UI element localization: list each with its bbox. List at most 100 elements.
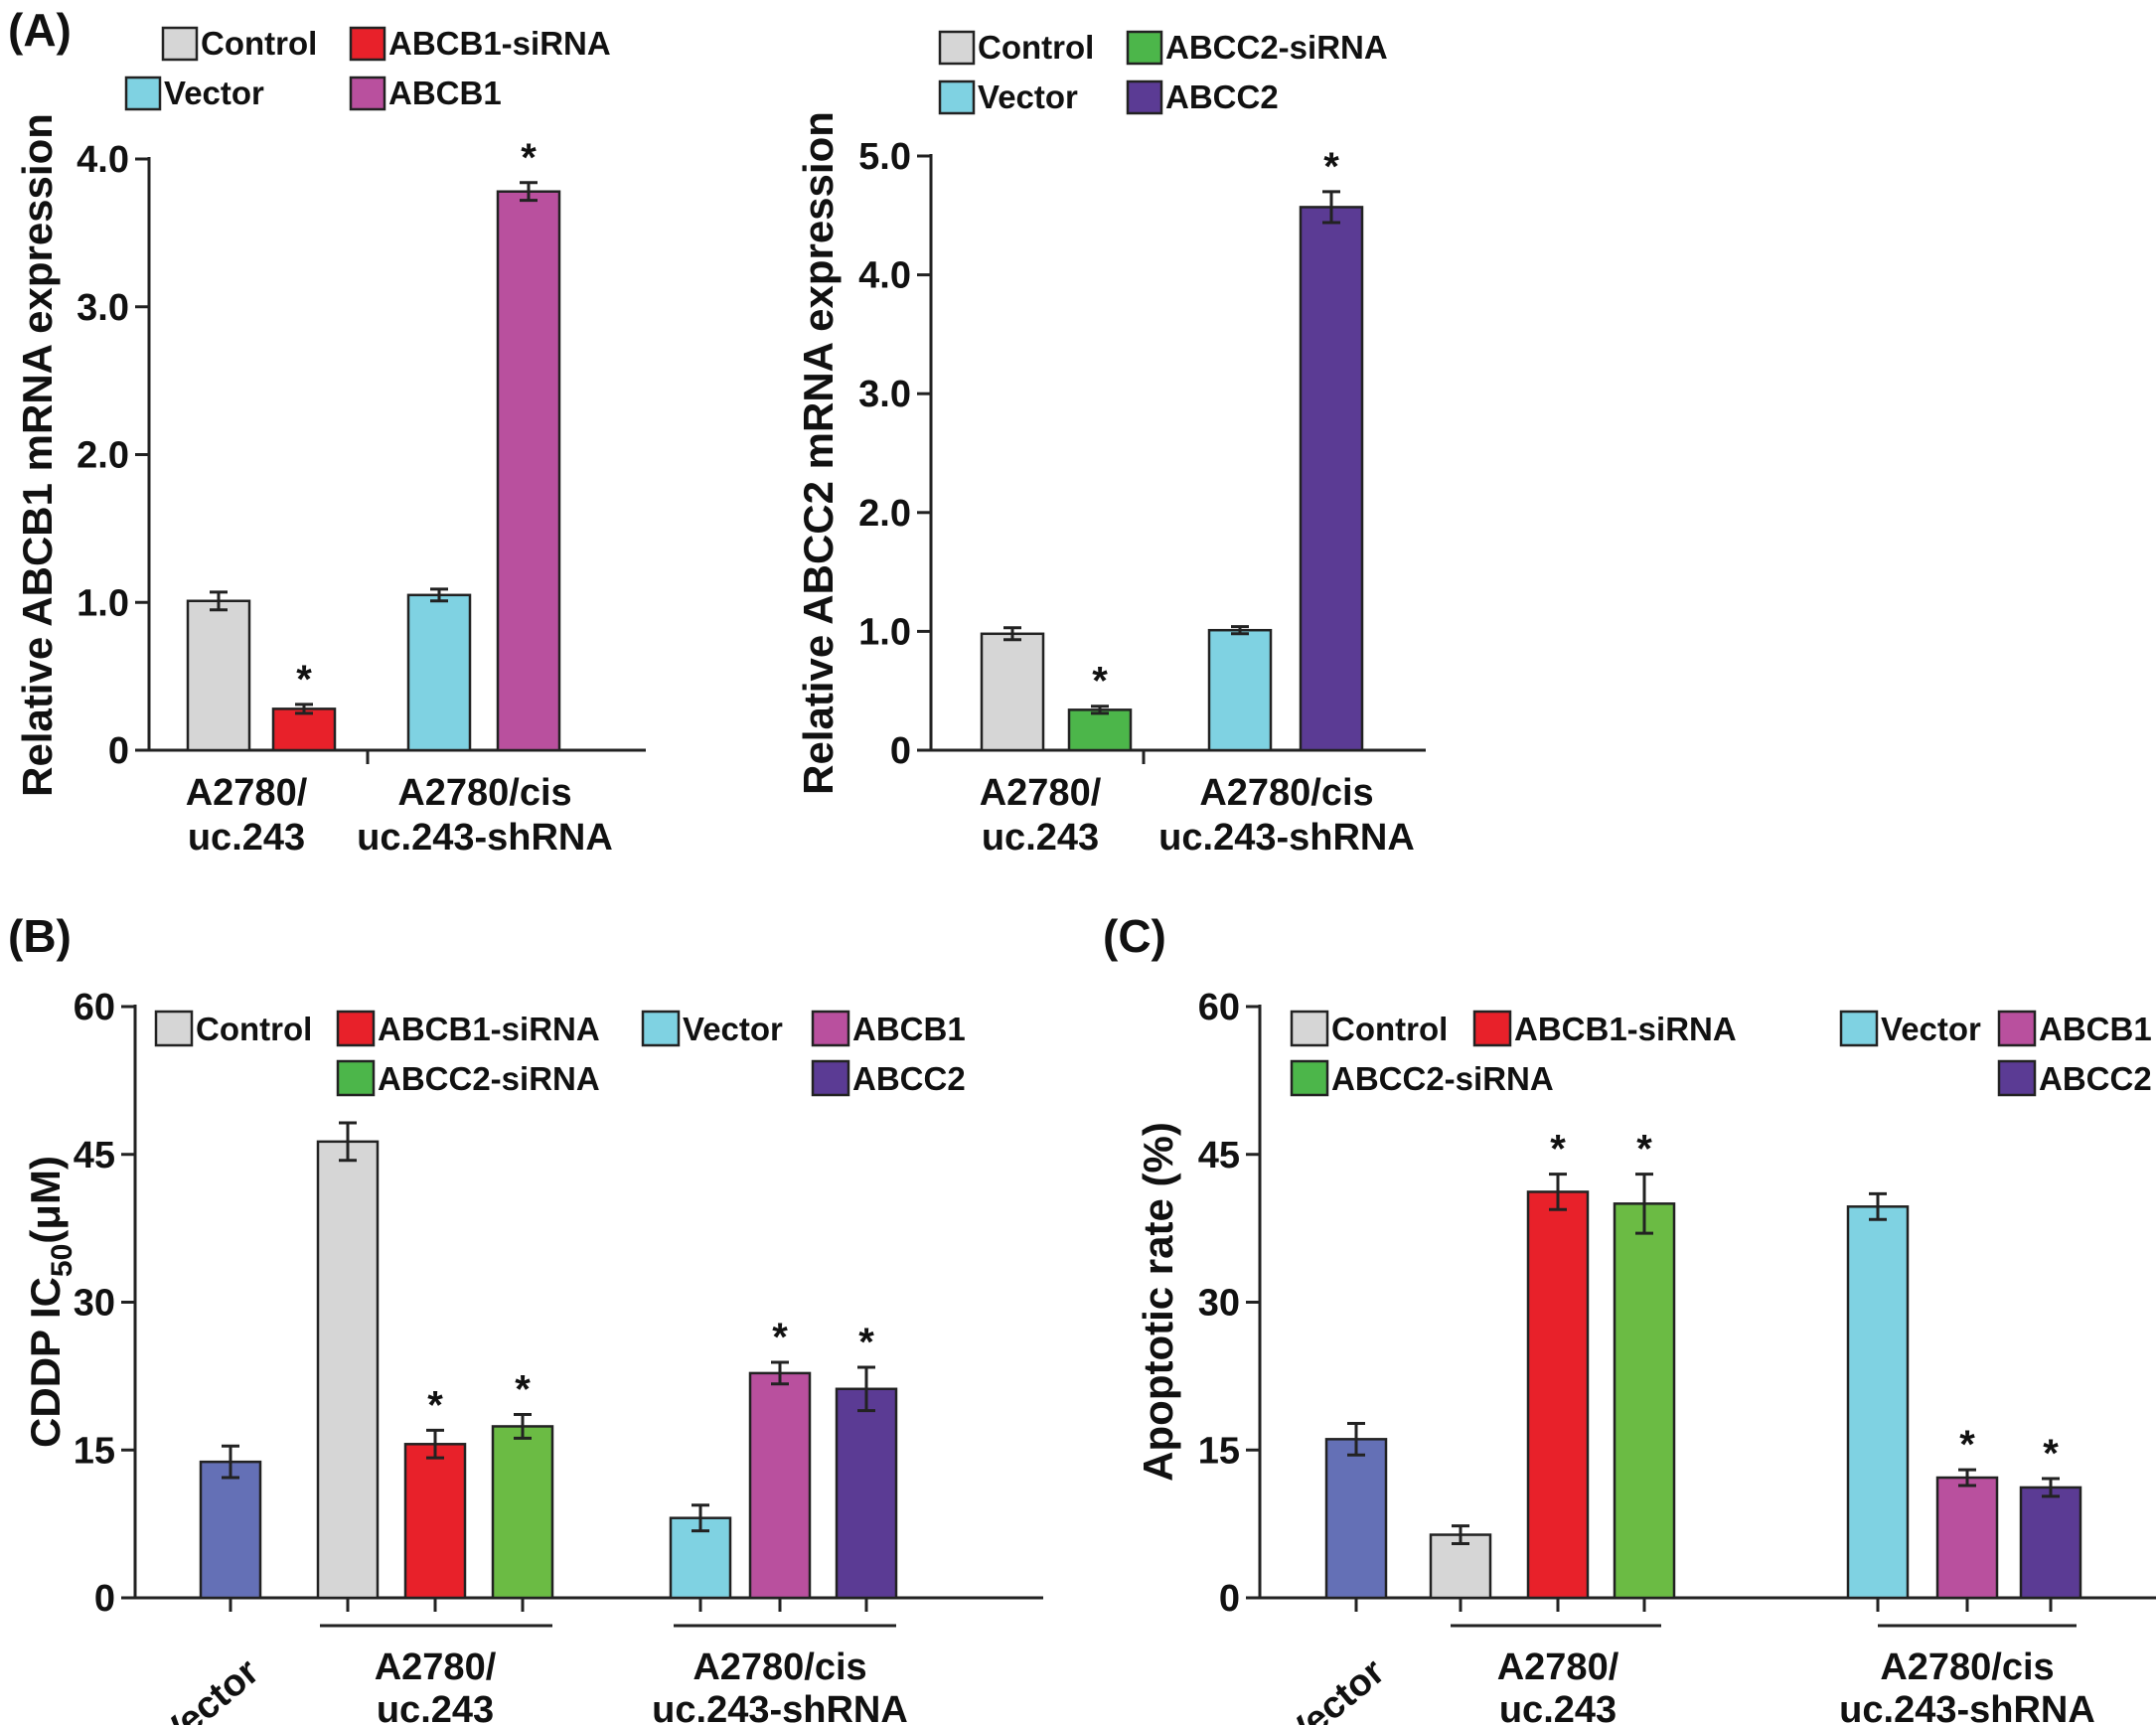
- chart-b-y-tick-label: 45: [74, 1135, 115, 1176]
- chart-a1-y-tick-label: 1.0: [77, 582, 129, 624]
- chart-a1-y-tick-label: 4.0: [77, 139, 129, 181]
- chart-b-group-label: A2780/: [375, 1647, 497, 1688]
- chart-a1-bar-vector: [406, 593, 472, 752]
- chart-a1-legend-swatch-vector: [124, 76, 162, 111]
- chart-c-legend-label: Vector: [1881, 1011, 1981, 1047]
- chart-a2-legend-swatch-vector: [938, 79, 976, 115]
- chart-c-y-tick-label: 60: [1198, 987, 1240, 1028]
- chart-a1-legend-label: ABCB1: [388, 75, 502, 111]
- chart-b-bar-abcc2: [835, 1387, 898, 1600]
- chart-b-y-tick-label: 0: [94, 1578, 115, 1620]
- chart-c-y-axis-title: Apoptotic rate (%): [1135, 1122, 1181, 1482]
- chart-c-legend-swatch-abcb1: [1997, 1010, 2037, 1047]
- chart-b-legend-swatch-abcc2: [811, 1059, 850, 1097]
- chart-a2-y-axis-title: Relative ABCC2 mRNA expression: [795, 111, 842, 795]
- chart-a2-legend-label: Vector: [978, 78, 1078, 115]
- chart-b-legend-swatch-vector: [641, 1010, 681, 1047]
- chart-a1-bar-control: [186, 599, 251, 752]
- chart-c-legend-label: ABCB1: [2039, 1011, 2152, 1047]
- chart-a2-bar-control: [980, 632, 1045, 752]
- chart-b-y-tick-label: 15: [74, 1430, 115, 1472]
- chart-a1-group-label: uc.243-shRNA: [357, 817, 613, 859]
- chart-a2-group-label: uc.243-shRNA: [1158, 817, 1415, 859]
- chart-a1-legend-swatch-abcb1-sirna: [349, 26, 386, 62]
- panel-label-c: (C): [1103, 910, 1166, 962]
- chart-a2-y-tick-label: 3.0: [858, 374, 911, 415]
- chart-c-y-tick-label: 30: [1198, 1283, 1240, 1325]
- chart-c-bar-abcc2-sirna: [1613, 1202, 1676, 1600]
- chart-a2-group-label: A2780/cis: [1199, 772, 1373, 814]
- chart-c-bar-vector: [1846, 1205, 1910, 1600]
- chart-c-legend-label: Control: [1331, 1011, 1448, 1047]
- chart-a1-y-tick-label: 3.0: [77, 287, 129, 329]
- chart-c-bar-abcb1: [1935, 1476, 1999, 1600]
- chart-c-legend-swatch-abcc2-sirna: [1290, 1059, 1329, 1097]
- chart-a2-y-tick-label: 5.0: [858, 136, 911, 178]
- chart-b-y-tick-label: 60: [74, 987, 115, 1028]
- chart-c-legend-label: ABCB1-siRNA: [1514, 1011, 1737, 1047]
- chart-b-legend-swatch-control: [154, 1010, 194, 1047]
- chart-c-significance-star: *: [1959, 1423, 1975, 1467]
- chart-a2-y-tick-label: 0: [890, 730, 911, 772]
- chart-c-y-tick-label: 45: [1198, 1135, 1240, 1176]
- chart-b-group-label: A2780/cis: [693, 1647, 866, 1688]
- chart-a1-significance-star: *: [521, 136, 537, 180]
- chart-a2-bar-abcc2-sirna: [1067, 708, 1133, 752]
- chart-b-significance-star: *: [427, 1383, 443, 1427]
- chart-a1-legend-label: ABCB1-siRNA: [388, 25, 611, 62]
- chart-a2-legend-label: Control: [978, 29, 1094, 66]
- chart-b-bar-abcb1-sirna: [403, 1443, 467, 1600]
- chart-a2-group-label: uc.243: [982, 817, 1099, 859]
- chart-a1-legend-swatch-abcb1: [349, 76, 386, 111]
- chart-a2-group-label: A2780/: [980, 772, 1102, 814]
- chart-a1-legend-label: Control: [201, 25, 317, 62]
- chart-a1-y-tick-label: 2.0: [77, 435, 129, 477]
- chart-a2-legend-swatch-abcc2: [1126, 79, 1163, 115]
- chart-c-group-label: A2780/: [1497, 1647, 1619, 1688]
- chart-c-bar-vector: [1324, 1438, 1388, 1600]
- chart-b-group-label: Vector: [152, 1650, 267, 1725]
- chart-a2-legend-swatch-abcc2-sirna: [1126, 30, 1163, 66]
- chart-a1-y-axis-title: Relative ABCB1 mRNA expression: [14, 113, 61, 797]
- chart-a2-significance-star: *: [1092, 660, 1108, 704]
- chart-c-bar-abcb1-sirna: [1526, 1190, 1590, 1600]
- chart-b-group-label: uc.243: [377, 1689, 494, 1725]
- chart-a1-y-tick-label: 0: [108, 730, 129, 772]
- chart-a1-group-label: A2780/: [186, 772, 308, 814]
- chart-b-significance-star: *: [772, 1316, 788, 1359]
- chart-c-group-label: Vector: [1278, 1650, 1393, 1725]
- chart-c-legend-swatch-abcc2: [1997, 1059, 2037, 1097]
- chart-b-bar-control: [316, 1140, 380, 1600]
- chart-c-y-tick-label: 15: [1198, 1430, 1240, 1472]
- chart-b-legend-swatch-abcb1: [811, 1010, 850, 1047]
- chart-b-legend-swatch-abcc2-sirna: [336, 1059, 376, 1097]
- chart-a2-significance-star: *: [1323, 145, 1339, 189]
- chart-a2-bar-abcc2: [1299, 206, 1364, 752]
- chart-b-group-label: uc.243-shRNA: [652, 1689, 908, 1725]
- chart-a2-legend-label: ABCC2-siRNA: [1165, 29, 1388, 66]
- panel-label-b: (B): [8, 910, 72, 962]
- chart-a1-bar-abcb1-sirna: [271, 707, 337, 752]
- chart-b-bar-vector: [199, 1460, 262, 1600]
- chart-a1-legend-label: Vector: [164, 75, 264, 111]
- chart-c-significance-star: *: [1550, 1128, 1566, 1172]
- chart-c-legend-swatch-control: [1290, 1010, 1329, 1047]
- chart-a2-legend-label: ABCC2: [1165, 78, 1279, 115]
- chart-b-y-axis-title: CDDP IC50(μM): [22, 1156, 78, 1448]
- chart-b-legend-label: Control: [196, 1011, 312, 1047]
- chart-a1-group-label: uc.243: [188, 817, 305, 859]
- chart-a2-y-tick-label: 4.0: [858, 255, 911, 297]
- chart-a1-significance-star: *: [296, 658, 312, 702]
- chart-b-legend-swatch-abcb1-sirna: [336, 1010, 376, 1047]
- chart-b-significance-star: *: [858, 1321, 874, 1364]
- chart-a2-bar-vector: [1207, 628, 1273, 752]
- chart-c-legend-label: ABCC2-siRNA: [1331, 1060, 1554, 1097]
- chart-c-y-tick-label: 0: [1219, 1578, 1240, 1620]
- chart-a1-group-label: A2780/cis: [397, 772, 571, 814]
- chart-b-bar-abcb1: [748, 1371, 812, 1600]
- chart-a2-y-tick-label: 2.0: [858, 493, 911, 535]
- chart-c-legend-swatch-abcb1-sirna: [1472, 1010, 1512, 1047]
- chart-b-significance-star: *: [515, 1368, 531, 1412]
- chart-c-bar-abcc2: [2019, 1486, 2082, 1600]
- chart-c-legend-swatch-vector: [1839, 1010, 1879, 1047]
